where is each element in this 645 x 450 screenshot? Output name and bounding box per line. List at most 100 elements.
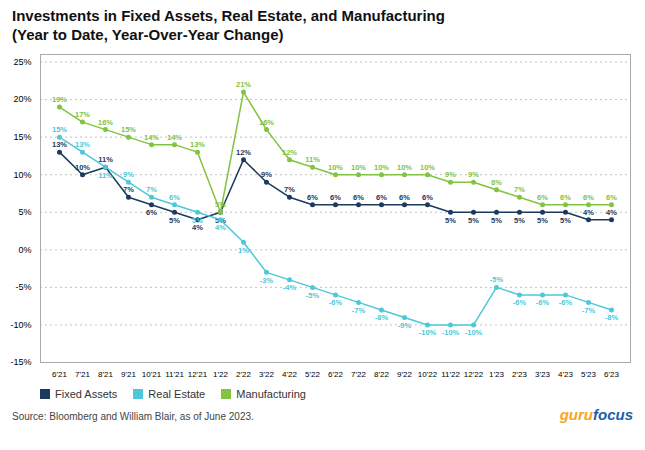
- svg-text:10%: 10%: [328, 163, 343, 172]
- svg-text:8'22: 8'22: [374, 370, 389, 379]
- svg-text:9%: 9%: [261, 170, 272, 179]
- svg-text:7%: 7%: [146, 185, 157, 194]
- svg-text:10'21: 10'21: [142, 370, 162, 379]
- svg-text:-7%: -7%: [352, 306, 366, 315]
- svg-text:2'23: 2'23: [512, 370, 527, 379]
- svg-text:12%: 12%: [236, 148, 251, 157]
- svg-text:9%: 9%: [123, 170, 134, 179]
- svg-text:16%: 16%: [259, 118, 274, 127]
- svg-text:5%: 5%: [215, 200, 226, 209]
- svg-text:11%: 11%: [305, 155, 320, 164]
- svg-text:8%: 8%: [491, 178, 502, 187]
- svg-text:-10%: -10%: [419, 328, 437, 337]
- svg-text:16%: 16%: [98, 118, 113, 127]
- svg-text:3'23: 3'23: [535, 370, 550, 379]
- svg-text:10%: 10%: [420, 163, 435, 172]
- svg-text:-9%: -9%: [398, 321, 412, 330]
- svg-text:11%: 11%: [98, 171, 113, 180]
- svg-text:7%: 7%: [284, 185, 295, 194]
- svg-text:-6%: -6%: [536, 298, 550, 307]
- svg-text:17%: 17%: [75, 110, 90, 119]
- svg-text:11'21: 11'21: [165, 370, 184, 379]
- svg-text:-6%: -6%: [329, 298, 343, 307]
- svg-text:12%: 12%: [282, 148, 297, 157]
- svg-text:-6%: -6%: [559, 298, 573, 307]
- svg-text:14%: 14%: [144, 133, 159, 142]
- svg-text:-5%: -5%: [490, 275, 504, 284]
- svg-text:4%: 4%: [215, 223, 226, 232]
- svg-text:12'21: 12'21: [188, 370, 208, 379]
- svg-text:-15%: -15%: [10, 357, 31, 367]
- svg-text:10%: 10%: [374, 163, 389, 172]
- svg-text:6%: 6%: [376, 193, 387, 202]
- svg-text:7%: 7%: [123, 185, 134, 194]
- svg-text:-3%: -3%: [260, 276, 274, 285]
- svg-text:-7%: -7%: [582, 306, 596, 315]
- svg-text:14%: 14%: [167, 133, 182, 142]
- svg-text:6%: 6%: [169, 193, 180, 202]
- svg-text:5%: 5%: [491, 216, 502, 225]
- svg-text:7%: 7%: [514, 185, 525, 194]
- svg-text:7'21: 7'21: [75, 370, 90, 379]
- svg-text:10%: 10%: [351, 163, 366, 172]
- svg-text:11'22: 11'22: [441, 370, 460, 379]
- svg-text:5'23: 5'23: [581, 370, 596, 379]
- svg-text:10%: 10%: [75, 163, 90, 172]
- svg-text:10%: 10%: [13, 170, 31, 180]
- svg-text:6%: 6%: [353, 193, 364, 202]
- svg-text:4'22: 4'22: [282, 370, 297, 379]
- svg-text:-10%: -10%: [10, 320, 31, 330]
- svg-text:4'23: 4'23: [558, 370, 573, 379]
- svg-text:5%: 5%: [18, 207, 31, 217]
- svg-text:6'23: 6'23: [604, 370, 619, 379]
- svg-text:5%: 5%: [560, 216, 571, 225]
- svg-text:5%: 5%: [169, 216, 180, 225]
- svg-text:6%: 6%: [606, 193, 617, 202]
- svg-text:20%: 20%: [13, 94, 31, 104]
- svg-text:6%: 6%: [422, 193, 433, 202]
- svg-text:-10%: -10%: [442, 328, 460, 337]
- svg-text:4%: 4%: [583, 208, 594, 217]
- svg-text:6%: 6%: [307, 193, 318, 202]
- svg-text:6%: 6%: [537, 193, 548, 202]
- svg-text:15%: 15%: [52, 125, 67, 134]
- svg-text:15%: 15%: [13, 132, 31, 142]
- svg-text:5%: 5%: [537, 216, 548, 225]
- svg-text:5%: 5%: [445, 216, 456, 225]
- svg-text:11%: 11%: [98, 155, 113, 164]
- svg-text:5%: 5%: [514, 216, 525, 225]
- svg-text:5'22: 5'22: [305, 370, 320, 379]
- svg-text:13%: 13%: [190, 140, 205, 149]
- svg-text:1%: 1%: [238, 246, 249, 255]
- svg-text:15%: 15%: [121, 125, 136, 134]
- svg-text:0%: 0%: [18, 245, 31, 255]
- svg-text:12'22: 12'22: [464, 370, 484, 379]
- svg-text:5%: 5%: [192, 216, 203, 225]
- svg-text:9%: 9%: [445, 170, 456, 179]
- svg-text:9'21: 9'21: [121, 370, 136, 379]
- svg-text:-8%: -8%: [375, 313, 389, 322]
- svg-text:-8%: -8%: [605, 313, 619, 322]
- svg-text:-6%: -6%: [513, 298, 527, 307]
- svg-text:-10%: -10%: [465, 328, 483, 337]
- svg-text:6%: 6%: [560, 193, 571, 202]
- svg-text:6%: 6%: [330, 193, 341, 202]
- svg-text:1'22: 1'22: [213, 370, 228, 379]
- svg-text:19%: 19%: [52, 95, 67, 104]
- svg-text:5%: 5%: [468, 216, 479, 225]
- svg-text:10'22: 10'22: [418, 370, 438, 379]
- svg-text:21%: 21%: [236, 80, 251, 89]
- svg-text:10%: 10%: [397, 163, 412, 172]
- svg-text:-5%: -5%: [15, 282, 31, 292]
- svg-text:6'22: 6'22: [328, 370, 343, 379]
- svg-text:6%: 6%: [146, 208, 157, 217]
- svg-text:6%: 6%: [399, 193, 410, 202]
- svg-text:1'23: 1'23: [489, 370, 504, 379]
- svg-text:-5%: -5%: [306, 291, 320, 300]
- svg-text:6%: 6%: [583, 193, 594, 202]
- svg-text:25%: 25%: [13, 57, 31, 67]
- svg-text:7'22: 7'22: [351, 370, 366, 379]
- svg-text:4%: 4%: [606, 208, 617, 217]
- svg-text:2'22: 2'22: [236, 370, 251, 379]
- svg-text:6'21: 6'21: [52, 370, 67, 379]
